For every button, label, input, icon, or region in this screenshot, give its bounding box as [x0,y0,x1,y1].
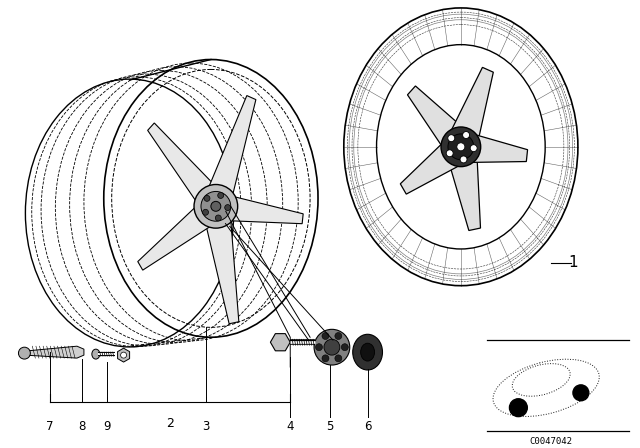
Circle shape [194,185,237,228]
Polygon shape [401,133,468,194]
Circle shape [201,191,231,221]
Circle shape [470,145,477,151]
Circle shape [446,150,453,157]
Ellipse shape [92,349,100,359]
Polygon shape [446,67,493,153]
Polygon shape [138,194,223,270]
Polygon shape [445,143,481,231]
Text: 5: 5 [326,420,333,433]
Circle shape [335,355,342,362]
Circle shape [448,134,474,159]
Circle shape [322,355,329,362]
Circle shape [457,143,465,151]
Text: C0047042: C0047042 [530,437,573,447]
Circle shape [335,332,342,340]
Circle shape [324,339,340,355]
Polygon shape [202,203,239,324]
Polygon shape [148,123,225,217]
Circle shape [211,201,221,211]
Text: 9: 9 [103,420,111,433]
Polygon shape [24,346,84,358]
Circle shape [225,205,230,211]
Text: 8: 8 [78,420,86,433]
Circle shape [448,135,455,142]
Circle shape [509,399,527,417]
Circle shape [314,329,349,365]
Polygon shape [271,334,291,351]
Text: 7: 7 [47,420,54,433]
Circle shape [463,132,470,138]
Polygon shape [203,95,256,212]
Circle shape [322,332,329,340]
Polygon shape [214,193,303,224]
Circle shape [316,344,323,351]
Circle shape [573,385,589,401]
Text: 3: 3 [202,420,210,433]
Circle shape [203,209,209,215]
Text: 4: 4 [287,420,294,433]
Circle shape [460,156,467,163]
Circle shape [215,215,221,221]
Text: 1: 1 [568,255,578,270]
Text: 6: 6 [364,420,371,433]
Circle shape [441,127,481,167]
Text: 2: 2 [166,417,174,430]
Circle shape [341,344,348,351]
Circle shape [218,193,223,198]
Circle shape [120,352,127,358]
Polygon shape [408,86,472,159]
Ellipse shape [361,343,374,361]
Ellipse shape [353,334,383,370]
Circle shape [204,195,210,201]
Polygon shape [459,131,527,163]
Circle shape [19,347,30,359]
Polygon shape [118,348,130,362]
